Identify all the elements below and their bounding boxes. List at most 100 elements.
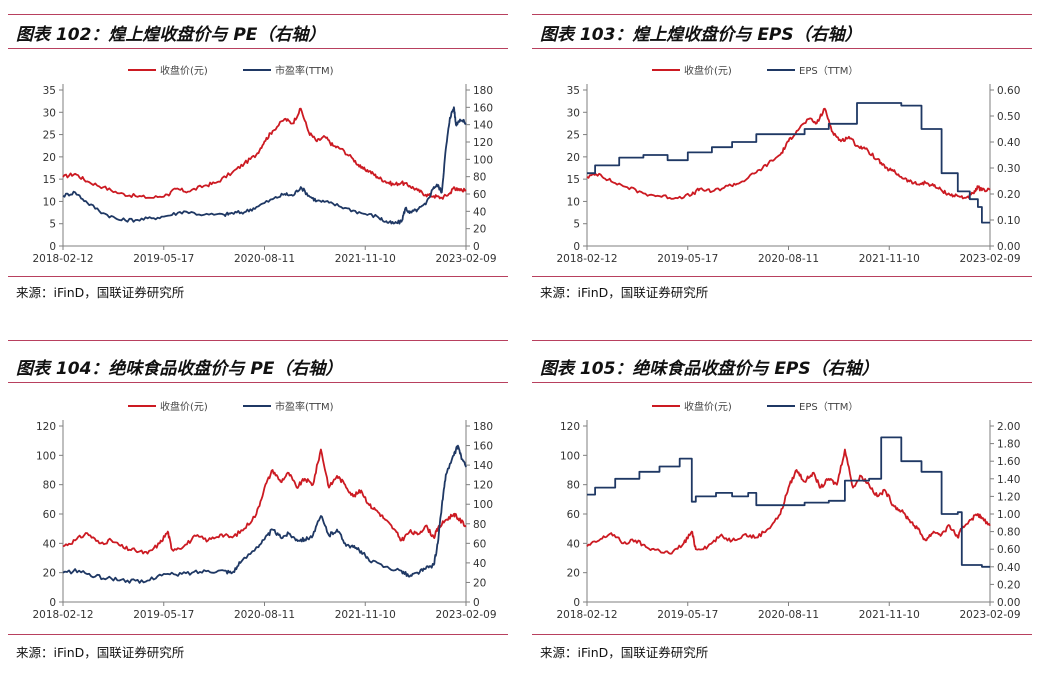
y-left-tick-label: 60 xyxy=(43,509,56,521)
y-left-tick-label: 35 xyxy=(43,85,56,97)
title-top-rule xyxy=(532,340,1032,341)
y-left-tick-label: 120 xyxy=(560,421,580,433)
x-tick-label: 2021-11-10 xyxy=(859,609,920,621)
series-line xyxy=(587,102,990,224)
y-left-tick-label: 40 xyxy=(43,538,56,550)
y-right-tick-label: 120 xyxy=(473,137,493,149)
x-tick-label: 2023-02-09 xyxy=(435,609,496,621)
y-right-tick-label: 0 xyxy=(473,597,480,609)
chart-title: 图表 105：绝味食品收盘价与 EPS（右轴） xyxy=(540,359,879,379)
y-right-tick-label: 160 xyxy=(473,441,493,453)
title-bottom-rule xyxy=(532,382,1032,383)
y-right-tick-label: 2.00 xyxy=(997,421,1020,433)
y-left-tick-label: 0 xyxy=(49,241,56,253)
y-left-tick-label: 25 xyxy=(567,130,580,142)
source-note: 来源：iFinD，国联证券研究所 xyxy=(16,645,185,660)
y-left-tick-label: 25 xyxy=(43,130,56,142)
x-tick-label: 2018-02-12 xyxy=(556,253,617,265)
y-left-tick-label: 60 xyxy=(567,509,580,521)
source-rule xyxy=(532,276,1032,277)
y-right-tick-label: 40 xyxy=(473,558,486,570)
y-right-tick-label: 60 xyxy=(473,538,486,550)
y-right-tick-label: 180 xyxy=(473,421,493,433)
x-tick-label: 2021-11-10 xyxy=(335,253,396,265)
y-left-tick-label: 30 xyxy=(43,107,56,119)
series-line xyxy=(586,107,991,200)
y-right-tick-label: 80 xyxy=(473,172,486,184)
price-eps-chart: 收盘价(元) EPS（TTM） 0 20 40 60 80 100 120 0.00 0.20 0.4… xyxy=(556,400,1020,621)
source-rule xyxy=(8,634,508,635)
legend-label: 市盈率(TTM) xyxy=(275,64,334,77)
title-top-rule xyxy=(8,14,508,15)
title-bottom-rule xyxy=(532,48,1032,49)
y-left-tick-label: 80 xyxy=(567,480,580,492)
y-left-tick-label: 20 xyxy=(567,152,580,164)
x-tick-label: 2020-08-11 xyxy=(758,253,819,265)
y-right-tick-label: 0.40 xyxy=(997,562,1020,574)
y-right-tick-label: 0.10 xyxy=(997,215,1020,227)
y-left-tick-label: 0 xyxy=(573,597,580,609)
title-bottom-rule xyxy=(8,48,508,49)
y-right-tick-label: 0.20 xyxy=(997,579,1020,591)
x-tick-label: 2021-11-10 xyxy=(859,253,920,265)
y-right-tick-label: 140 xyxy=(473,120,493,132)
source-note: 来源：iFinD，国联证券研究所 xyxy=(540,285,709,300)
chart-title: 图表 102：煌上煌收盘价与 PE（右轴） xyxy=(16,25,326,45)
x-tick-label: 2020-08-11 xyxy=(758,609,819,621)
y-left-tick-label: 15 xyxy=(43,174,56,186)
legend-label: 收盘价(元) xyxy=(684,64,732,77)
y-right-tick-label: 1.00 xyxy=(997,509,1020,521)
title-bottom-rule xyxy=(8,382,508,383)
series-line xyxy=(586,448,991,555)
y-right-tick-label: 120 xyxy=(473,480,493,492)
chart-title: 图表 104：绝味食品收盘价与 PE（右轴） xyxy=(16,359,343,379)
y-left-tick-label: 35 xyxy=(567,85,580,97)
x-tick-label: 2020-08-11 xyxy=(234,609,295,621)
source-rule xyxy=(8,276,508,277)
series-line xyxy=(587,436,990,568)
y-right-tick-label: 100 xyxy=(473,154,493,166)
y-right-tick-label: 60 xyxy=(473,189,486,201)
y-right-tick-label: 0.00 xyxy=(997,241,1020,253)
y-right-tick-label: 0.60 xyxy=(997,85,1020,97)
y-right-tick-label: 1.60 xyxy=(997,456,1020,468)
y-right-tick-label: 0.50 xyxy=(997,111,1020,123)
legend-label: EPS（TTM） xyxy=(799,65,858,77)
price-pe-chart: 收盘价(元) 市盈率(TTM) 0 20 40 60 80 100 120 0 20 40 60 80 10… xyxy=(32,400,496,621)
y-right-tick-label: 0.40 xyxy=(997,137,1020,149)
legend-label: EPS（TTM） xyxy=(799,401,858,413)
y-left-tick-label: 0 xyxy=(573,241,580,253)
title-top-rule xyxy=(532,14,1032,15)
legend-label: 收盘价(元) xyxy=(160,400,208,413)
x-tick-label: 2023-02-09 xyxy=(959,253,1020,265)
series-line xyxy=(62,106,467,225)
y-left-tick-label: 100 xyxy=(560,450,580,462)
y-left-tick-label: 5 xyxy=(573,219,580,231)
source-note: 来源：iFinD，国联证券研究所 xyxy=(540,645,709,660)
y-right-tick-label: 180 xyxy=(473,85,493,97)
x-tick-label: 2018-02-12 xyxy=(556,609,617,621)
source-note: 来源：iFinD，国联证券研究所 xyxy=(16,285,185,300)
y-left-tick-label: 10 xyxy=(567,196,580,208)
chart-title: 图表 103：煌上煌收盘价与 EPS（右轴） xyxy=(540,25,862,45)
y-right-tick-label: 0.60 xyxy=(997,544,1020,556)
y-left-tick-label: 15 xyxy=(567,174,580,186)
y-right-tick-label: 160 xyxy=(473,102,493,114)
y-right-tick-label: 100 xyxy=(473,499,493,511)
price-pe-chart: 收盘价(元) 市盈率(TTM) 0 5 10 15 20 25 30 35 0 20 40 60 80 100… xyxy=(32,64,496,265)
legend-label: 市盈率(TTM) xyxy=(275,400,334,413)
y-right-tick-label: 40 xyxy=(473,206,486,218)
x-tick-label: 2023-02-09 xyxy=(435,253,496,265)
x-tick-label: 2019-05-17 xyxy=(657,253,718,265)
x-tick-label: 2023-02-09 xyxy=(959,609,1020,621)
y-right-tick-label: 140 xyxy=(473,460,493,472)
y-left-tick-label: 80 xyxy=(43,480,56,492)
y-left-tick-label: 20 xyxy=(43,152,56,164)
source-rule xyxy=(532,634,1032,635)
y-right-tick-label: 20 xyxy=(473,224,486,236)
series-line xyxy=(62,107,467,200)
series-line xyxy=(62,444,467,584)
y-right-tick-label: 0.80 xyxy=(997,527,1020,539)
x-tick-label: 2021-11-10 xyxy=(335,609,396,621)
y-left-tick-label: 0 xyxy=(49,597,56,609)
